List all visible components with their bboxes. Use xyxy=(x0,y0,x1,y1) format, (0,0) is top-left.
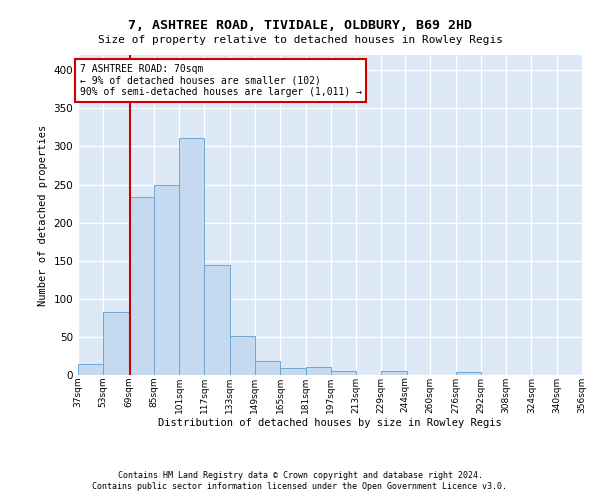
Text: Contains HM Land Registry data © Crown copyright and database right 2024.: Contains HM Land Registry data © Crown c… xyxy=(118,471,482,480)
Bar xyxy=(455,372,481,375)
Bar xyxy=(154,184,179,375)
Text: 7 ASHTREE ROAD: 70sqm
← 9% of detached houses are smaller (102)
90% of semi-deta: 7 ASHTREE ROAD: 70sqm ← 9% of detached h… xyxy=(80,64,362,98)
Bar xyxy=(255,360,280,375)
Bar xyxy=(205,264,230,375)
Bar xyxy=(331,371,356,375)
Bar xyxy=(128,198,154,375)
Text: 7, ASHTREE ROAD, TIVIDALE, OLDBURY, B69 2HD: 7, ASHTREE ROAD, TIVIDALE, OLDBURY, B69 … xyxy=(128,19,472,32)
Text: Contains public sector information licensed under the Open Government Licence v3: Contains public sector information licen… xyxy=(92,482,508,491)
Bar xyxy=(382,371,407,375)
Bar xyxy=(78,364,103,375)
Y-axis label: Number of detached properties: Number of detached properties xyxy=(38,124,48,306)
Text: Size of property relative to detached houses in Rowley Regis: Size of property relative to detached ho… xyxy=(97,35,503,45)
Bar xyxy=(230,336,255,375)
Bar xyxy=(179,138,205,375)
Bar xyxy=(280,368,305,375)
X-axis label: Distribution of detached houses by size in Rowley Regis: Distribution of detached houses by size … xyxy=(158,418,502,428)
Bar xyxy=(103,312,128,375)
Bar xyxy=(305,368,331,375)
